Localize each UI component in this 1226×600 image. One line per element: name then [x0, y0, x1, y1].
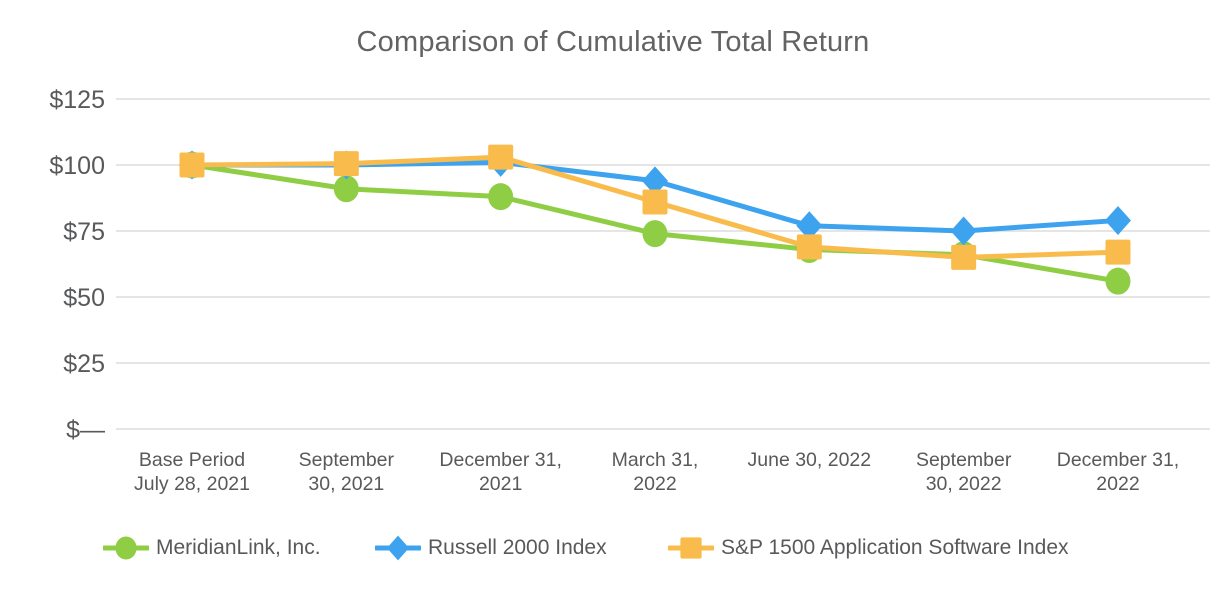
data-point-marker: [1105, 267, 1131, 295]
x-tick-label: 2022: [633, 473, 676, 495]
data-point-marker: [333, 151, 359, 177]
data-point-marker: [796, 234, 822, 260]
y-tick-label: $100: [49, 152, 105, 180]
legend-item: Russell 2000 Index: [375, 528, 607, 568]
y-tick-label: $50: [63, 284, 105, 312]
legend-label: Russell 2000 Index: [428, 536, 607, 559]
data-point-marker: [1105, 239, 1131, 265]
x-tick-label: July 28, 2021: [134, 473, 250, 495]
data-point-marker: [641, 166, 668, 196]
circle-marker-icon: [103, 536, 149, 560]
legend-label: MeridianLink, Inc.: [156, 536, 321, 559]
chart-title: Comparison of Cumulative Total Return: [356, 26, 870, 58]
x-tick-label: September: [916, 449, 1012, 471]
x-tick-label: September: [299, 449, 395, 471]
x-tick-label: 2021: [479, 473, 522, 495]
data-point-marker: [179, 152, 205, 178]
legend-item: MeridianLink, Inc.: [103, 528, 321, 568]
x-tick-label: 30, 2022: [926, 473, 1002, 495]
y-tick-label: $75: [63, 218, 105, 246]
data-point-marker: [333, 175, 359, 203]
data-point-marker: [642, 189, 668, 215]
data-point-marker: [950, 216, 977, 246]
diamond-marker-icon: [375, 535, 421, 561]
x-tick-label: 2022: [1096, 473, 1139, 495]
x-tick-label: December 31,: [1057, 449, 1179, 471]
data-point-marker: [796, 211, 823, 241]
y-tick-label: $25: [63, 350, 105, 378]
data-point-marker: [642, 220, 668, 248]
diamond-marker-icon: [386, 535, 410, 561]
legend: MeridianLink, Inc. Russell 2000 Index S&P …: [0, 528, 1226, 568]
x-tick-label: 30, 2021: [308, 473, 384, 495]
y-tick-label: $—: [66, 416, 105, 444]
square-marker-icon: [668, 537, 714, 559]
x-tick-label: December 31,: [439, 449, 561, 471]
square-marker-icon: [680, 537, 702, 559]
data-point-marker: [488, 144, 514, 170]
x-tick-label: March 31,: [612, 449, 699, 471]
y-tick-label: $125: [49, 86, 105, 114]
legend-item: S&P 1500 Application Software Index: [668, 528, 1069, 568]
data-point-marker: [488, 183, 514, 211]
circle-marker-icon: [115, 536, 137, 560]
legend-label: S&P 1500 Application Software Index: [721, 536, 1069, 559]
x-tick-label: June 30, 2022: [748, 449, 872, 471]
data-point-marker: [1104, 205, 1131, 235]
data-point-marker: [951, 244, 977, 270]
x-tick-label: Base Period: [139, 449, 245, 471]
